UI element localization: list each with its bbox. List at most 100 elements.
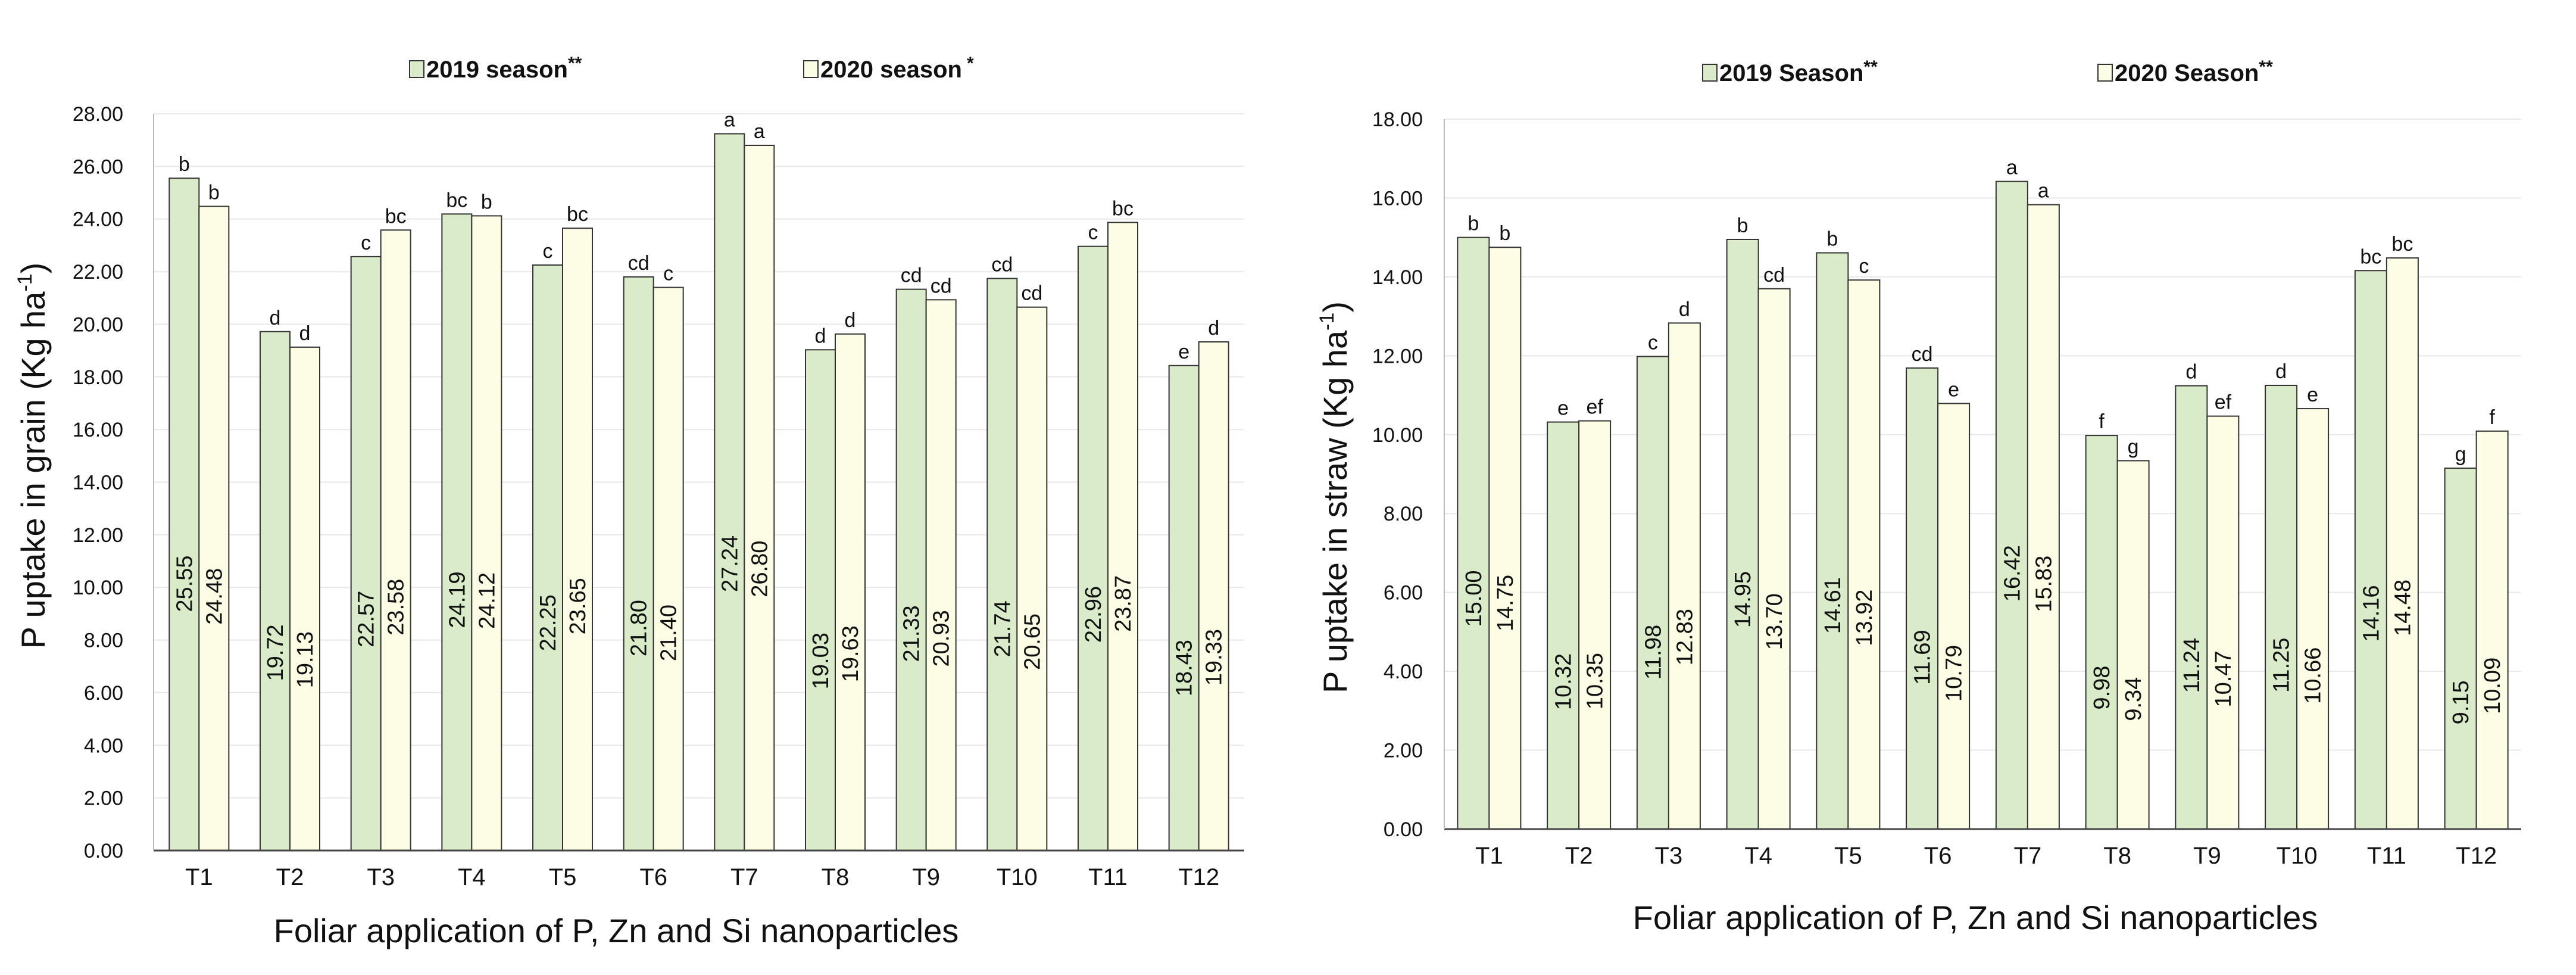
straw-significance-letter: b [1737, 214, 1748, 237]
grain-legend-label-2019-text: 2019 season [426, 57, 568, 83]
grain-legend-swatch-2019 [409, 60, 424, 78]
grain-significance-letter: c [663, 263, 673, 285]
straw-value-label: 9.15 [2449, 680, 2474, 724]
grain-bar-2020 [198, 205, 230, 852]
grain-gridlines [154, 113, 1244, 799]
grain-x-tick-label: T3 [367, 864, 395, 890]
straw-bar-2019 [2265, 385, 2298, 830]
grain-bar-2019 [714, 133, 745, 852]
straw-bar-2020 [1488, 247, 1522, 830]
straw-value-label: 12.83 [1672, 609, 1697, 665]
grain-value-label: 26.80 [747, 541, 772, 597]
grain-significance-letter: cd [1021, 282, 1042, 305]
grain-y-axis-label-text: P uptake in grain (Kg ha [14, 291, 52, 649]
straw-bar-2020 [2206, 415, 2240, 830]
straw-value-label: 14.75 [1493, 575, 1518, 631]
grain-value-label: 20.93 [929, 610, 954, 666]
straw-significance-letter: f [2489, 406, 2495, 429]
straw-legend-swatch-2019 [1702, 64, 1718, 82]
straw-value-label: 10.32 [1551, 653, 1576, 710]
grain-bar-2019 [1078, 245, 1109, 852]
grain-y-tick-label: 4.00 [84, 734, 123, 757]
grain-y-tick-label: 12.00 [73, 524, 123, 547]
straw-significance-letter: c [1859, 255, 1869, 278]
grain-bar-2020 [1016, 306, 1048, 851]
straw-bar-2019 [2354, 270, 2387, 830]
grain-significance-letter: c [1088, 222, 1098, 244]
grain-y-tick-label: 24.00 [73, 208, 123, 231]
grain-significance-letter: cd [628, 252, 650, 275]
straw-significance-letter: cd [1763, 264, 1785, 286]
straw-bar-2020 [1578, 420, 1612, 830]
straw-legend-label-2019-text: 2019 Season [1719, 60, 1863, 86]
grain-bar-2020 [1198, 341, 1229, 851]
grain-y-tick-labels: 0.00 2.00 4.00 6.00 8.00 10.00 12.00 14.00 16.00… [73, 103, 123, 862]
grain-significance-letter: a [724, 109, 735, 132]
grain-x-tick-label: T5 [549, 864, 577, 890]
grain-bar-2019 [441, 213, 473, 852]
grain-value-label: 24.12 [474, 572, 499, 629]
straw-uptake-chart: b15.00b14.75e10.32ef10.35c11.98d12.83b14… [1316, 57, 2521, 936]
straw-value-label: 10.79 [1942, 645, 1967, 702]
grain-significance-letter: cd [991, 254, 1013, 276]
grain-bars: b25.55b24.48d19.72d19.13c22.57bc23.58bc2… [168, 109, 1229, 852]
straw-value-label: 15.83 [2031, 556, 2056, 612]
grain-bar-2019 [805, 349, 836, 851]
straw-value-label: 14.61 [1821, 577, 1846, 634]
straw-x-tick-label: T5 [1834, 843, 1862, 869]
straw-value-label: 9.98 [2090, 666, 2115, 710]
straw-value-label: 14.16 [2359, 585, 2384, 641]
grain-significance-letter: bc [446, 189, 467, 211]
grain-y-tick-label: 28.00 [73, 103, 123, 126]
grain-y-tick-label: 6.00 [84, 682, 123, 705]
straw-significance-letter: b [1467, 213, 1479, 235]
grain-x-tick-label: T1 [185, 864, 213, 890]
straw-significance-letter: b [1499, 222, 1510, 245]
grain-legend-sig-2020: * [967, 54, 974, 73]
straw-value-label: 10.47 [2211, 650, 2236, 707]
grain-y-tick-label: 0.00 [84, 840, 123, 862]
straw-legend-label-2020: 2020 Season** [2115, 57, 2273, 86]
straw-bar-2020 [2385, 257, 2419, 830]
grain-y-tick-label: 8.00 [84, 630, 123, 652]
grain-value-label: 21.40 [657, 605, 682, 661]
straw-significance-letter: c [1648, 332, 1658, 354]
grain-bar-2020 [471, 215, 502, 852]
straw-y-tick-label: 2.00 [1384, 740, 1423, 762]
grain-bar-2020 [380, 229, 411, 851]
grain-y-tick-label: 18.00 [73, 366, 123, 389]
grain-axes [153, 114, 1244, 852]
straw-significance-letter: d [2185, 361, 2197, 384]
straw-significance-letter: f [2099, 410, 2104, 433]
grain-significance-letter: cd [901, 264, 922, 287]
grain-bar-2020 [562, 228, 593, 852]
grain-y-tick-label: 14.00 [73, 472, 123, 494]
straw-significance-letter: a [2006, 157, 2018, 179]
grain-y-tick-label: 26.00 [73, 155, 123, 178]
straw-y-tick-label: 10.00 [1372, 424, 1423, 447]
straw-value-label: 10.09 [2480, 658, 2505, 714]
straw-bar-2019 [1906, 367, 1939, 830]
grain-uptake-chart: b25.55b24.48d19.72d19.13c22.57bc23.58bc2… [14, 54, 1244, 949]
grain-y-axis-label-sup: -1 [14, 273, 36, 291]
grain-x-tick-label: T11 [1088, 864, 1128, 890]
grain-bar-2020 [289, 346, 320, 851]
grain-value-label: 25.55 [172, 556, 197, 612]
grain-significance-letter: c [361, 232, 371, 254]
straw-value-label: 9.34 [2121, 677, 2146, 721]
grain-x-tick-labels: T1 T2 T3 T4 T5 T6 T7 T8 T9 T10 T11 T12 [185, 864, 1219, 890]
grain-significance-letter: cd [931, 275, 952, 297]
grain-significance-letter: bc [385, 205, 407, 228]
grain-value-label: 22.96 [1081, 586, 1106, 643]
straw-x-tick-label: T10 [2277, 843, 2318, 869]
grain-x-tick-label: T6 [639, 864, 667, 890]
straw-x-tick-label: T7 [2014, 843, 2042, 869]
straw-y-tick-label: 0.00 [1384, 818, 1423, 841]
grain-bar-2020 [652, 286, 684, 852]
grain-value-label: 23.58 [384, 579, 409, 636]
grain-bar-2019 [623, 276, 654, 851]
grain-x-tick-label: T10 [997, 864, 1038, 890]
straw-value-label: 10.35 [1583, 653, 1608, 709]
straw-significance-letter: b [1826, 228, 1838, 250]
straw-significance-letter: g [2128, 435, 2139, 458]
